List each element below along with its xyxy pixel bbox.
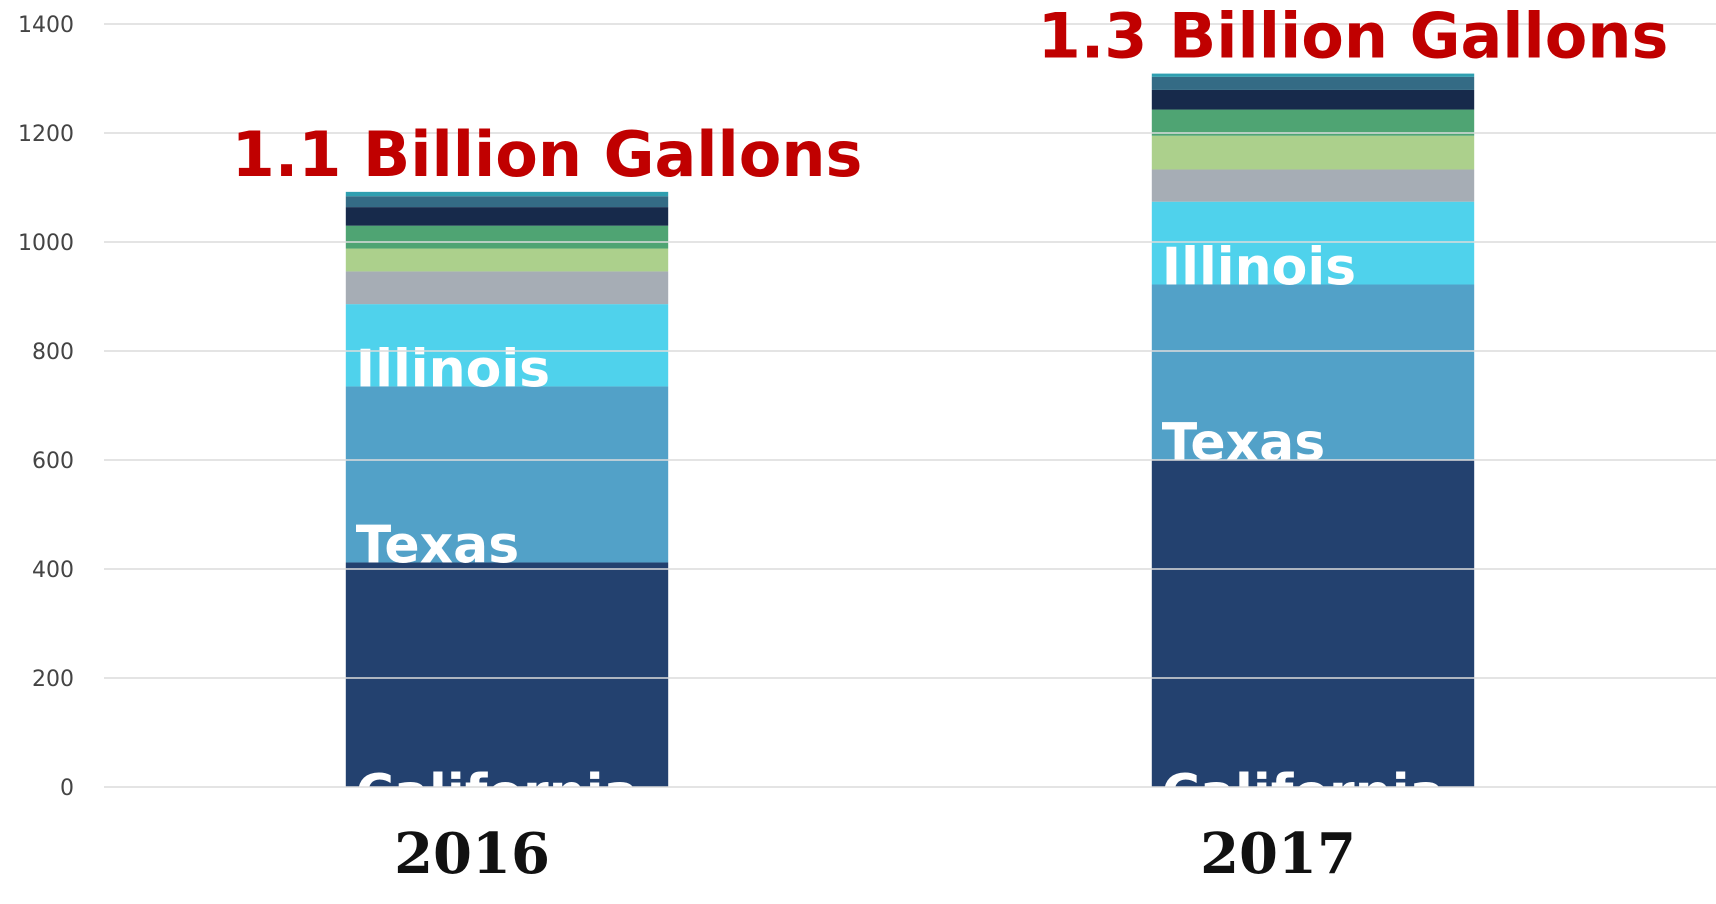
bar-segment bbox=[345, 386, 669, 563]
bar-segment bbox=[1151, 460, 1475, 787]
annotation: 1.1 Billion Gallons bbox=[232, 118, 863, 191]
y-tick-label: 0 bbox=[60, 776, 74, 801]
x-tick-label: 2017 bbox=[1200, 821, 1356, 887]
y-tick-label: 200 bbox=[32, 667, 74, 692]
bar-segment bbox=[1151, 169, 1475, 202]
segment-label: Illinois bbox=[356, 339, 550, 399]
bar-segment bbox=[1151, 109, 1475, 136]
bar-segment bbox=[1151, 201, 1475, 285]
bar-segment bbox=[1151, 76, 1475, 90]
y-tick-label: 400 bbox=[32, 558, 74, 583]
segment-label: California bbox=[1162, 764, 1445, 824]
segment-label: Texas bbox=[1162, 413, 1325, 473]
y-tick-label: 800 bbox=[32, 340, 74, 365]
segment-label: California bbox=[356, 764, 639, 824]
annotation: 1.3 Billion Gallons bbox=[1038, 0, 1669, 73]
bar-segment bbox=[345, 207, 669, 226]
segment-label: Illinois bbox=[1162, 238, 1356, 298]
bar-segment bbox=[345, 304, 669, 387]
plot-area: California Texas Illinois California Texas Il… bbox=[345, 73, 1475, 824]
bar-segment bbox=[345, 562, 669, 787]
bar-segment bbox=[345, 196, 669, 208]
y-tick-label: 1200 bbox=[18, 122, 74, 147]
x-tick-label: 2016 bbox=[394, 821, 550, 887]
y-tick-label: 600 bbox=[32, 449, 74, 474]
bar-segment bbox=[345, 271, 669, 305]
bar-segment bbox=[345, 248, 669, 272]
y-tick-label: 1000 bbox=[18, 231, 74, 256]
segment-label: Texas bbox=[356, 515, 519, 575]
bar-segment bbox=[1151, 73, 1475, 77]
bar-segment bbox=[1151, 284, 1475, 460]
bar-segment bbox=[345, 191, 669, 197]
bar-segment bbox=[1151, 89, 1475, 110]
bar-segment bbox=[345, 225, 669, 249]
bar-segment bbox=[1151, 135, 1475, 170]
y-tick-label: 1400 bbox=[18, 13, 74, 38]
